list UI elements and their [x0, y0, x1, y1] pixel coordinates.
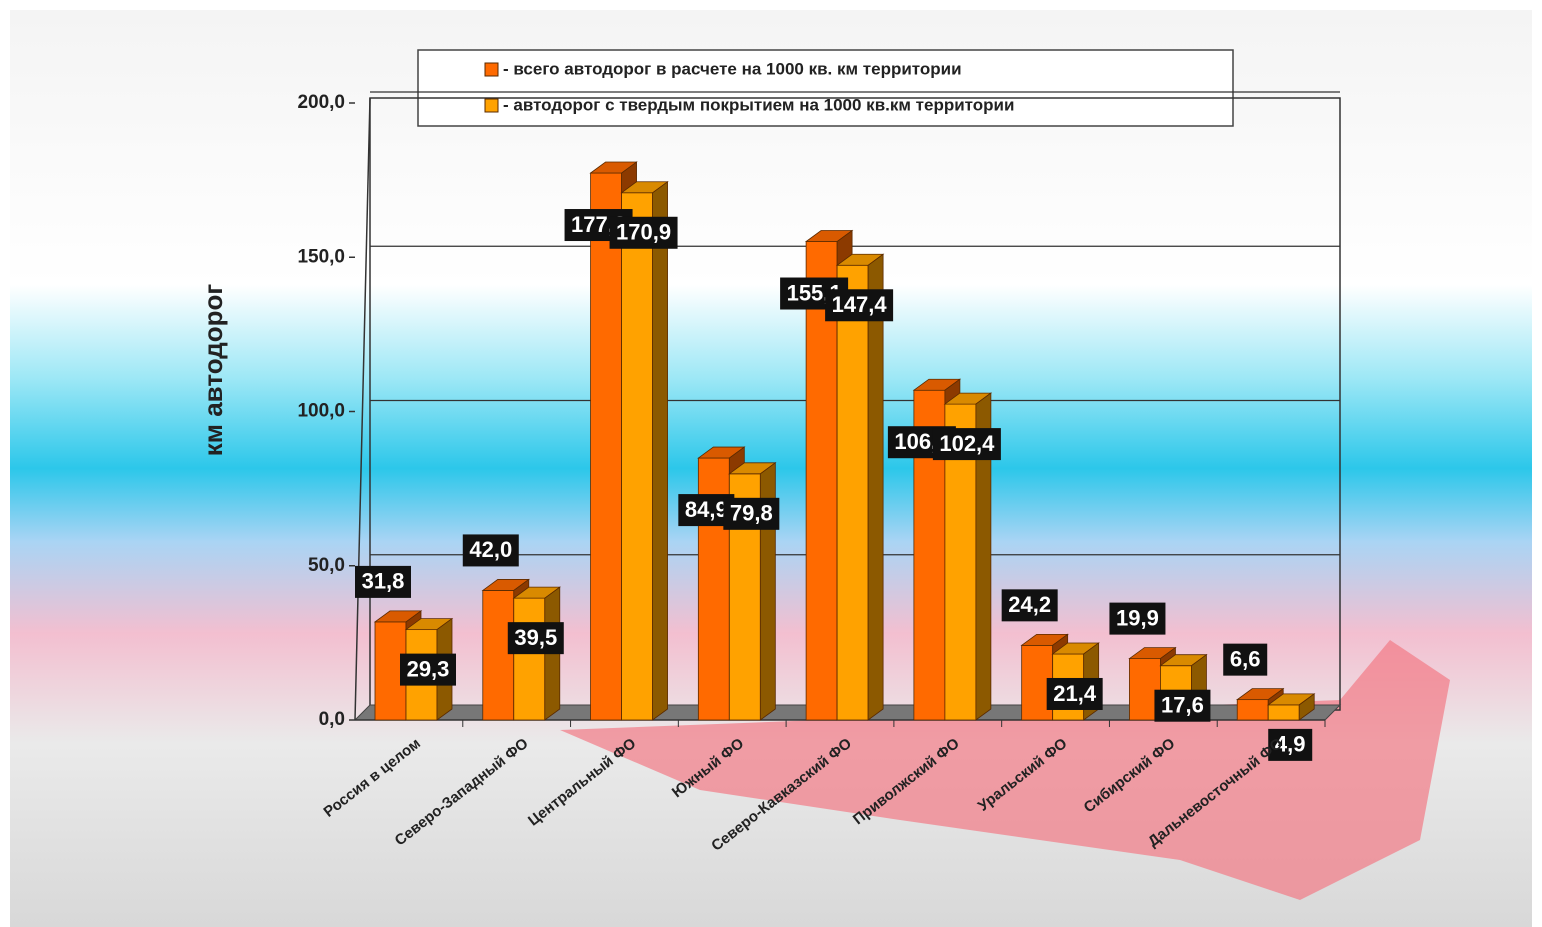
value-label-box [462, 534, 519, 567]
bar-front [1267, 704, 1300, 721]
value-label-box [1001, 589, 1058, 622]
bar [835, 253, 885, 721]
value-label: 79,8 [730, 501, 773, 526]
bar-front [482, 590, 515, 721]
bar-front [590, 172, 622, 721]
value-label: 39,5 [514, 625, 557, 650]
legend-swatch [484, 98, 499, 113]
value-label: 42,0 [469, 537, 512, 562]
value-label: 84,9 [685, 497, 728, 522]
value-label: 31,8 [362, 569, 405, 594]
bar-front [621, 192, 653, 721]
value-label-box [723, 497, 780, 530]
value-label: 102,4 [939, 431, 995, 456]
bar [943, 392, 993, 721]
y-axis [354, 97, 371, 721]
value-label-box [1268, 728, 1313, 761]
y-tick-label: 50,0 [308, 555, 345, 576]
value-label-box [507, 622, 564, 655]
value-label-box [1154, 689, 1211, 722]
value-label: 4,9 [1275, 732, 1306, 757]
bar-side [975, 392, 992, 721]
value-label: 147,4 [832, 292, 888, 317]
y-tick-label: 150,0 [297, 246, 345, 267]
bar-front [1236, 699, 1269, 721]
value-label-box [609, 216, 678, 249]
y-tick-label: 100,0 [297, 401, 345, 422]
bar-side [652, 180, 668, 721]
legend-swatch [484, 62, 499, 77]
bar [1267, 693, 1316, 721]
bar-side [867, 253, 884, 721]
legend [417, 49, 1234, 127]
value-label: 29,3 [407, 656, 450, 681]
value-label-box [825, 289, 894, 322]
bar-front [513, 597, 546, 721]
y-axis-label: км автодорог [198, 284, 228, 457]
value-label-box [1046, 677, 1103, 710]
bar-side [1298, 693, 1315, 721]
value-label: 6,6 [1230, 646, 1261, 671]
value-label: 17,6 [1161, 693, 1204, 718]
value-label: 24,2 [1008, 592, 1051, 617]
bar-front [836, 264, 869, 721]
value-label-box [1109, 602, 1166, 635]
value-label: 21,4 [1053, 681, 1097, 706]
legend-label: - автодорог с твердым покрытием на 1000 … [503, 95, 1014, 114]
bar [620, 180, 669, 721]
value-label-box [400, 653, 456, 686]
value-label-box [932, 428, 1001, 461]
value-label: 170,9 [616, 220, 671, 245]
y-tick-label: 200,0 [297, 92, 345, 113]
legend-label: - всего автодорог в расчете на 1000 кв. … [503, 59, 962, 78]
y-tick-label: 0,0 [319, 709, 345, 730]
value-label-box [355, 565, 411, 598]
value-label: 19,9 [1116, 605, 1159, 630]
value-label-box [1223, 643, 1268, 676]
